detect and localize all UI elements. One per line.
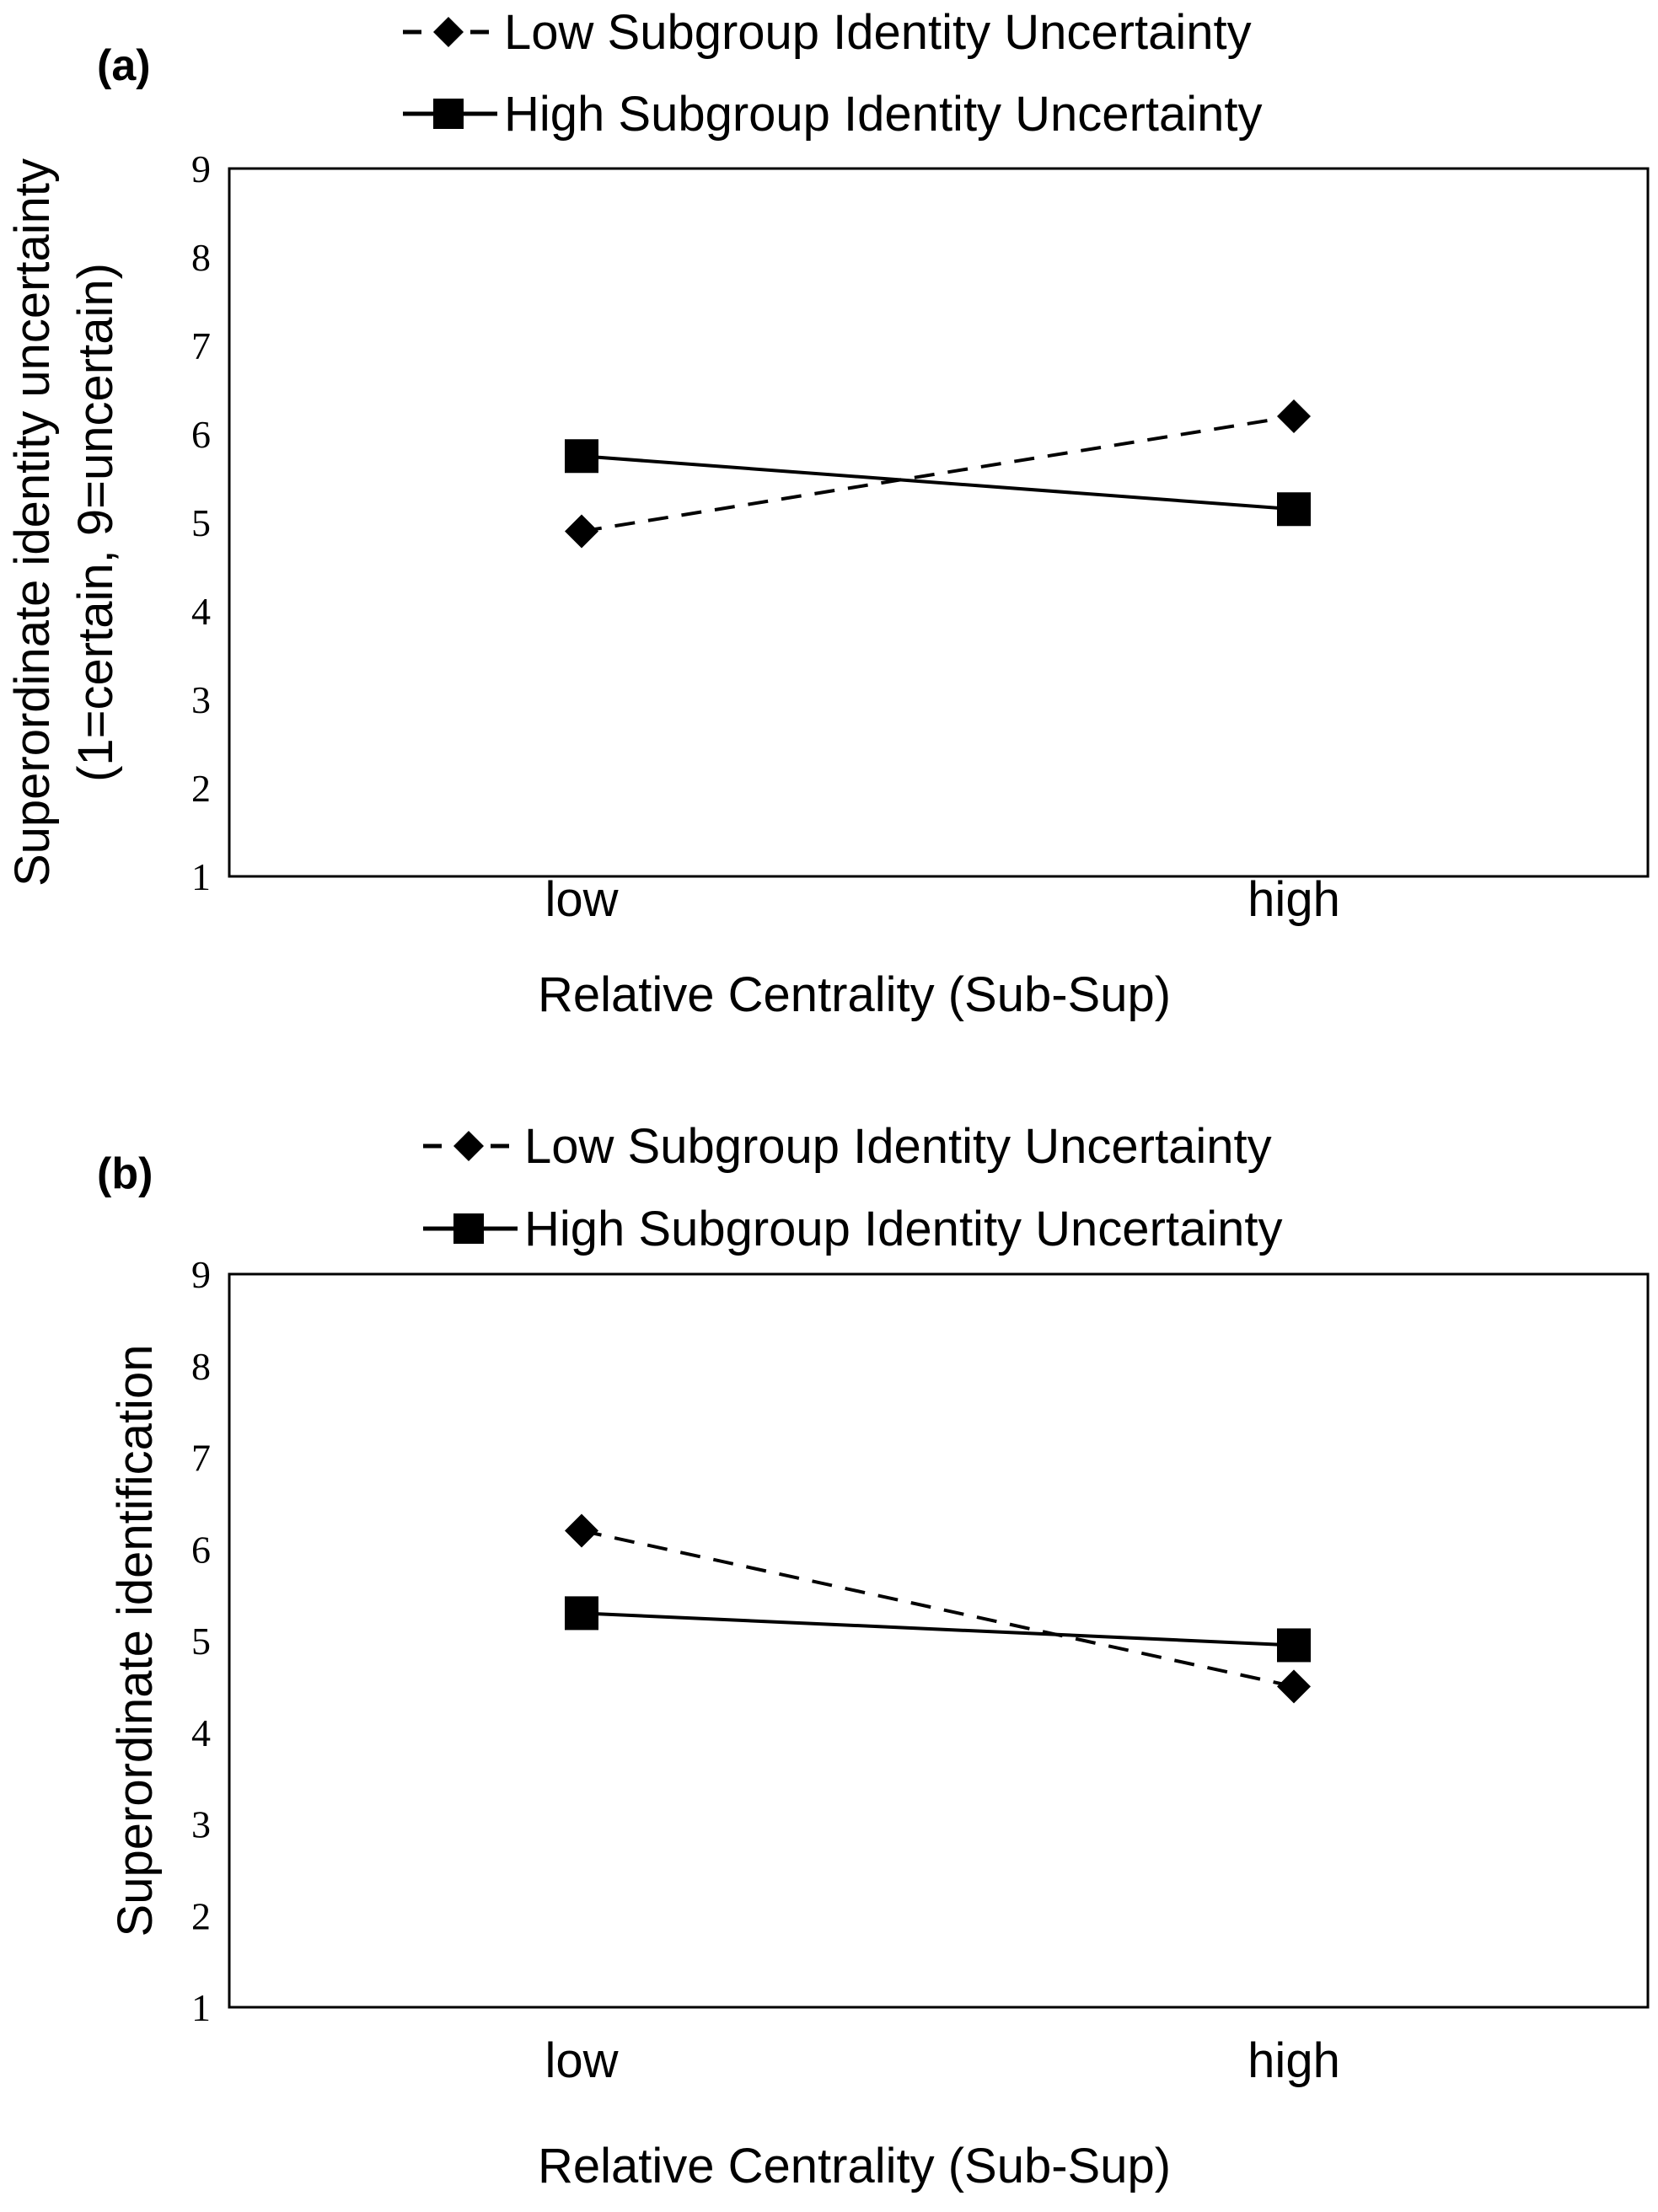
- series-line-solid: [581, 1611, 1295, 1647]
- chart-panel-b: (b) Low Subgroup Identity Uncertainty High…: [97, 1119, 1650, 2193]
- data-point-square-high: [1277, 492, 1311, 527]
- legend-item-0: Low Subgroup Identity Uncertainty: [403, 5, 1252, 60]
- x-axis: low high: [545, 2033, 1339, 2088]
- y-tick-label: 5: [191, 501, 211, 544]
- data-point-square-low: [565, 1596, 598, 1631]
- chart-panel-a: (a) Low Subgroup Identity Uncertainty High…: [5, 5, 1650, 1022]
- plot-area: [228, 1272, 1650, 2009]
- y-tick-label: 5: [191, 1620, 211, 1663]
- y-tick-label: 4: [191, 1711, 211, 1754]
- legend-square-marker: [453, 1213, 484, 1244]
- y-axis-title-line: Superordinate identification: [108, 1345, 163, 1937]
- series-1: [565, 439, 1311, 527]
- y-axis-title-line: (1=certain, 9=uncertain): [68, 263, 123, 782]
- x-axis-title: Relative Centrality (Sub-Sup): [538, 967, 1171, 1022]
- y-tick-label: 6: [191, 413, 211, 456]
- y-tick-label: 1: [191, 1986, 211, 2029]
- panel-label: (a): [97, 41, 151, 90]
- data-point-diamond-high: [1277, 399, 1311, 433]
- data-point-square-high: [1277, 1628, 1311, 1663]
- series-line-dashed: [581, 415, 1295, 533]
- data-point-diamond-low: [565, 514, 598, 549]
- y-axis-title: Superordinate identification: [108, 1345, 163, 1937]
- y-axis: 1 2 3 4 5 6 7 8 9: [191, 1253, 211, 2029]
- y-tick-label: 9: [191, 147, 211, 190]
- x-axis: low high: [545, 872, 1339, 927]
- y-axis: 1 2 3 4 5 6 7 8 9: [191, 147, 211, 898]
- y-tick-label: 8: [191, 236, 211, 279]
- y-axis-title-line: Superordinate identity uncertainty: [5, 158, 60, 886]
- legend-diamond-marker: [453, 1131, 484, 1161]
- series-line-dashed: [581, 1529, 1295, 1689]
- legend: Low Subgroup Identity Uncertainty High Su…: [423, 1119, 1283, 1256]
- x-axis-title: Relative Centrality (Sub-Sup): [538, 2139, 1171, 2193]
- y-tick-label: 1: [191, 855, 211, 898]
- y-tick-label: 9: [191, 1253, 211, 1296]
- x-tick-label: low: [545, 2033, 619, 2088]
- panel-label: (b): [97, 1149, 153, 1198]
- x-tick-label: high: [1248, 2033, 1340, 2088]
- legend-item-1: High Subgroup Identity Uncertainty: [403, 87, 1263, 142]
- y-tick-label: 3: [191, 1803, 211, 1846]
- y-tick-label: 7: [191, 324, 211, 367]
- x-tick-label: low: [545, 872, 619, 927]
- y-tick-label: 7: [191, 1437, 211, 1480]
- y-tick-label: 8: [191, 1345, 211, 1388]
- legend: Low Subgroup Identity Uncertainty High Su…: [403, 5, 1263, 142]
- legend-item-0: Low Subgroup Identity Uncertainty: [423, 1119, 1272, 1174]
- series-1: [565, 1596, 1311, 1663]
- y-tick-label: 6: [191, 1528, 211, 1571]
- y-tick-label: 2: [191, 767, 211, 810]
- series-0: [565, 399, 1311, 549]
- data-point-square-low: [565, 439, 598, 474]
- data-point-diamond-low: [565, 1513, 598, 1548]
- legend-label: Low Subgroup Identity Uncertainty: [504, 5, 1252, 60]
- legend-label: High Subgroup Identity Uncertainty: [504, 87, 1263, 142]
- y-tick-label: 4: [191, 590, 211, 633]
- plot-area: [228, 167, 1650, 878]
- legend-diamond-marker: [433, 17, 464, 47]
- series-0: [565, 1513, 1311, 1704]
- y-tick-label: 3: [191, 678, 211, 721]
- data-point-diamond-high: [1277, 1669, 1311, 1704]
- x-tick-label: high: [1248, 872, 1340, 927]
- y-tick-label: 2: [191, 1894, 211, 1937]
- legend-square-marker: [433, 99, 464, 129]
- legend-item-1: High Subgroup Identity Uncertainty: [423, 1202, 1283, 1256]
- series-line-solid: [581, 454, 1295, 511]
- legend-label: Low Subgroup Identity Uncertainty: [524, 1119, 1272, 1174]
- legend-label: High Subgroup Identity Uncertainty: [524, 1202, 1283, 1256]
- y-axis-title: Superordinate identity uncertainty (1=cer…: [5, 158, 123, 886]
